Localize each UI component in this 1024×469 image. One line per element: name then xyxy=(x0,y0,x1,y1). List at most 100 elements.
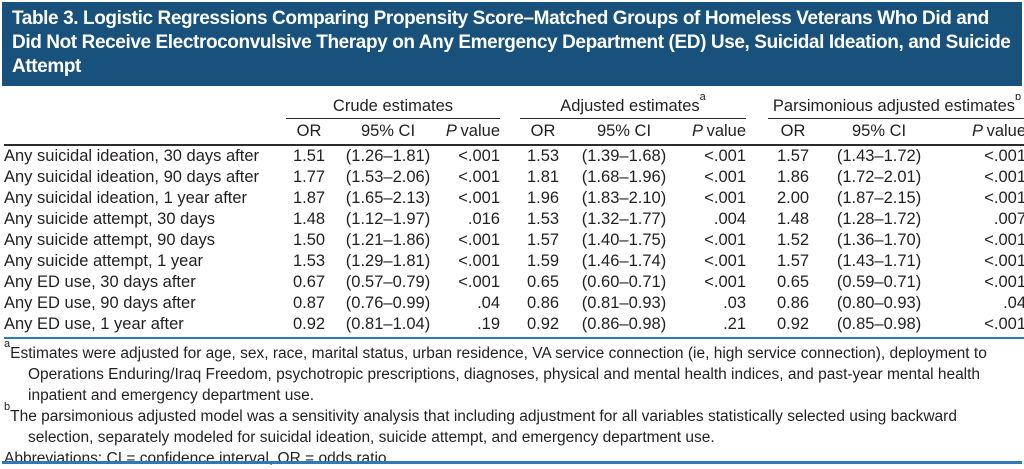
crude-ci: (0.76–0.99) xyxy=(345,294,431,312)
parsimonious-ci: (1.43–1.71) xyxy=(836,252,922,270)
logistic-regression-table: Crude estimates Adjusted estimatesa Pars… xyxy=(4,94,1024,339)
crude-ci: (0.81–1.04) xyxy=(332,314,444,339)
p-label-italic: P xyxy=(971,122,983,140)
abbreviations-note: Abbreviations: CI = confidence interval,… xyxy=(4,448,1018,469)
crude-or: 0.87 xyxy=(292,294,326,312)
row-label: Any suicide attempt, 30 days xyxy=(4,210,215,228)
parsimonious-or: 1.57 xyxy=(776,252,810,270)
row-label: Any ED use, 90 days after xyxy=(4,294,196,312)
parsimonious-ci: (1.36–1.70) xyxy=(836,231,922,249)
table-row: Any suicide attempt, 30 days 1.48 (1.12–… xyxy=(4,209,1024,230)
row-label: Any suicidal ideation, 90 days after xyxy=(4,168,259,186)
p-label-word: value xyxy=(706,122,747,140)
crude-pvalue: .19 xyxy=(444,314,500,339)
crude-pvalue: <.001 xyxy=(458,231,500,249)
parsimonious-pvalue: .007 xyxy=(993,210,1024,228)
group-gap xyxy=(746,293,768,314)
adjusted-pvalue: <.001 xyxy=(704,189,747,207)
crude-or: 1.87 xyxy=(292,189,326,207)
crude-or: 0.67 xyxy=(292,273,326,291)
row-label: Any suicidal ideation, 30 days after xyxy=(4,147,259,165)
table-row: Any suicide attempt, 1 year 1.53 (1.29–1… xyxy=(4,251,1024,272)
parsimonious-pvalue: <.001 xyxy=(984,147,1024,165)
group-gap xyxy=(500,272,520,293)
crude-or: 0.92 xyxy=(286,314,332,339)
parsimonious-or: 1.48 xyxy=(776,210,810,228)
group-gap xyxy=(500,94,520,119)
parsimonious-pvalue: .04 xyxy=(1003,294,1024,312)
group-gap xyxy=(500,209,520,230)
adjusted-or: 1.59 xyxy=(526,252,560,270)
adjusted-or: 0.86 xyxy=(526,294,560,312)
group-label: Parsimonious adjusted estimates xyxy=(772,97,1016,115)
table-row: Any ED use, 1 year after 0.92 (0.81–1.04… xyxy=(4,314,1024,339)
adjusted-or: 0.92 xyxy=(520,314,566,339)
crude-pvalue: <.001 xyxy=(458,273,500,291)
group-gap xyxy=(746,314,769,339)
group-label: Adjusted estimates xyxy=(560,97,700,115)
row-label: Any suicide attempt, 90 days xyxy=(4,231,215,249)
table-title-band: Table 3. Logistic Regressions Comparing … xyxy=(2,2,1022,86)
adjusted-pvalue: <.001 xyxy=(704,231,747,249)
parsimonious-pvalue: <.001 xyxy=(984,168,1024,186)
crude-or: 1.50 xyxy=(292,231,326,249)
parsimonious-ci: (0.59–0.71) xyxy=(836,273,922,291)
footnote-a-text: Estimates were adjusted for age, sex, ra… xyxy=(10,345,987,404)
group-header-adjusted: Adjusted estimatesa xyxy=(520,94,747,119)
footnote-a: aEstimates were adjusted for age, sex, r… xyxy=(4,338,1018,406)
adjusted-ci: (1.68–1.96) xyxy=(581,168,667,186)
group-gap xyxy=(500,167,520,188)
adjusted-or: 0.65 xyxy=(526,273,560,291)
adjusted-pvalue: .21 xyxy=(682,314,747,339)
table-title: Table 3. Logistic Regressions Comparing … xyxy=(12,8,1011,77)
empty-corner-cell xyxy=(4,118,286,146)
adjusted-ci: (1.32–1.77) xyxy=(581,210,667,228)
parsimonious-pvalue: <.001 xyxy=(984,231,1024,249)
group-gap xyxy=(500,188,520,209)
crude-ci: (1.53–2.06) xyxy=(345,168,431,186)
adjusted-ci: (1.40–1.75) xyxy=(581,231,667,249)
group-gap xyxy=(746,272,768,293)
table-row: Any suicidal ideation, 90 days after 1.7… xyxy=(4,167,1024,188)
adjusted-pvalue: <.001 xyxy=(704,252,747,270)
crude-pvalue: .016 xyxy=(467,210,500,228)
group-gap xyxy=(500,145,520,167)
abbreviations-text: Abbreviations: CI = confidence interval,… xyxy=(4,450,391,467)
group-gap xyxy=(746,94,768,119)
group-gap xyxy=(746,145,768,167)
crude-ci: (0.57–0.79) xyxy=(345,273,431,291)
column-group-header-row: Crude estimates Adjusted estimatesa Pars… xyxy=(4,94,1024,119)
header-adjusted-ci: 95% CI xyxy=(566,118,682,146)
row-label: Any ED use, 1 year after xyxy=(4,314,286,339)
parsimonious-or: 2.00 xyxy=(776,189,810,207)
crude-or: 1.53 xyxy=(292,252,326,270)
table-row: Any ED use, 30 days after 0.67 (0.57–0.7… xyxy=(4,272,1024,293)
row-label: Any suicide attempt, 1 year xyxy=(4,252,204,270)
footnote-marker-b: b xyxy=(1015,94,1022,103)
group-gap xyxy=(500,230,520,251)
bottom-divider-rule xyxy=(2,461,1022,464)
row-label: Any ED use, 30 days after xyxy=(4,273,196,291)
parsimonious-or: 1.57 xyxy=(776,147,810,165)
parsimonious-or: 1.52 xyxy=(776,231,810,249)
adjusted-or: 1.57 xyxy=(526,231,560,249)
adjusted-pvalue: .03 xyxy=(723,294,747,312)
p-label-word: value xyxy=(460,122,500,140)
parsimonious-ci: (1.87–2.15) xyxy=(836,189,922,207)
table-row: Any suicidal ideation, 30 days after 1.5… xyxy=(4,145,1024,167)
adjusted-ci: (1.83–2.10) xyxy=(581,189,667,207)
footnote-marker-a: a xyxy=(699,94,706,103)
group-gap xyxy=(746,230,768,251)
table-row: Any suicide attempt, 90 days 1.50 (1.21–… xyxy=(4,230,1024,251)
group-gap xyxy=(746,118,769,146)
group-header-parsimonious: Parsimonious adjusted estimatesb xyxy=(768,94,1024,119)
header-parsimonious-ci: 95% CI xyxy=(818,118,941,146)
parsimonious-or: 0.65 xyxy=(776,273,810,291)
group-gap xyxy=(746,251,768,272)
group-gap xyxy=(746,167,768,188)
parsimonious-or: 0.92 xyxy=(768,314,819,339)
group-label: Crude estimates xyxy=(332,97,454,115)
